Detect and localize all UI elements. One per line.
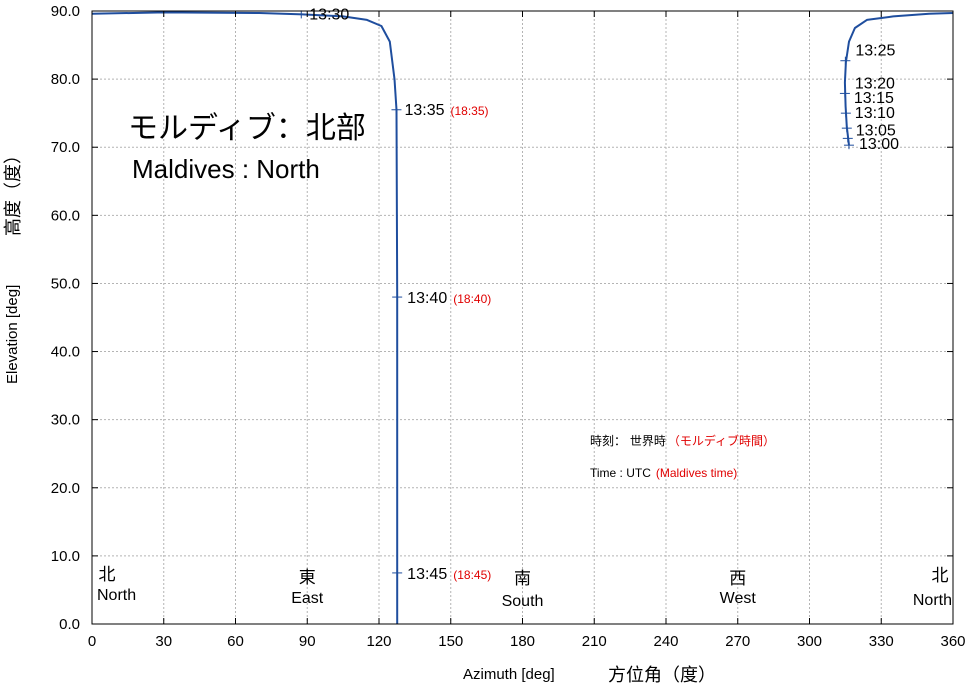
y-tick-label: 0.0 (59, 616, 80, 633)
direction-ja: 北 (99, 565, 116, 585)
legend-ja-local: （モルディブ時間） (668, 433, 775, 448)
time-local: (18:40) (453, 292, 491, 306)
y-axis-label-en: Elevation [deg] (4, 285, 21, 384)
direction-label: 南 South (502, 569, 544, 610)
time-marker-label: 13:40 (18:40) (407, 290, 491, 307)
time-utc: 13:15 (854, 90, 894, 107)
direction-en: West (720, 590, 757, 607)
time-utc: 13:30 (309, 6, 349, 23)
y-tick-label: 10.0 (51, 548, 80, 565)
time-utc: 13:10 (855, 105, 895, 122)
y-tick-label: 50.0 (51, 275, 80, 292)
x-tick-label: 330 (869, 633, 894, 650)
x-tick-label: 0 (88, 633, 96, 650)
time-marker-label: 13:20 (855, 75, 895, 92)
y-tick-label: 30.0 (51, 412, 80, 429)
time-utc: 13:00 (859, 136, 899, 153)
direction-label: 北 North (913, 566, 952, 609)
time-marker-label: 13:15 (854, 90, 894, 107)
time-marker-label: 13:05 (856, 122, 896, 139)
x-axis-label-ja: 方位角（度） (608, 665, 716, 686)
y-tick-label: 90.0 (51, 3, 80, 20)
legend-en: Time : UTC (Maldives time) (590, 466, 737, 480)
direction-ja: 北 (932, 566, 949, 586)
y-tick-label: 70.0 (51, 139, 80, 156)
legend-ja-prefix: 時刻： 世界時 (590, 434, 666, 448)
time-marker-label: 13:00 (859, 136, 899, 153)
x-tick-label: 90 (299, 633, 316, 650)
time-marker: 13:35 (18:35) (391, 102, 489, 119)
time-marker: 13:20 (839, 75, 895, 98)
trajectory-line (91, 11, 399, 624)
time-marker: 13:40 (18:40) (392, 290, 491, 307)
x-tick-label: 30 (155, 633, 172, 650)
time-marker-label: 13:25 (855, 43, 895, 60)
time-utc: 13:05 (856, 122, 896, 139)
legend-en-local: (Maldives time) (656, 466, 737, 480)
time-local: (18:35) (451, 104, 489, 118)
x-tick-label: 210 (582, 633, 607, 650)
grid (92, 11, 953, 624)
x-tick-label: 150 (438, 633, 463, 650)
x-tick-label: 180 (510, 633, 535, 650)
time-marker: 13:05 (842, 122, 896, 143)
x-tick-label: 270 (725, 633, 750, 650)
time-utc: 13:45 (407, 566, 447, 583)
chart-title-en: Maldives : North (132, 154, 320, 184)
legend-ja: 時刻： 世界時 （モルディブ時間） (590, 433, 775, 448)
time-marker-label: 13:10 (855, 105, 895, 122)
x-tick-label: 360 (940, 633, 965, 650)
time-local: (18:45) (453, 568, 491, 582)
y-axis-label-ja: 高度（度） (3, 146, 24, 236)
direction-ja: 西 (729, 569, 746, 589)
time-utc: 13:40 (407, 290, 447, 307)
direction-en: North (97, 587, 136, 604)
x-tick-label: 60 (227, 633, 244, 650)
time-marker: 13:00 (843, 136, 899, 153)
time-marker: 13:25 (840, 43, 896, 65)
direction-en: South (502, 593, 544, 610)
time-marker: 13:45 (18:45) (392, 566, 491, 583)
chart-title-ja: モルディブ：北部 (128, 111, 366, 146)
time-marker: 13:10 (841, 105, 895, 133)
x-tick-label: 120 (366, 633, 391, 650)
direction-ja: 南 (514, 569, 531, 589)
time-utc: 13:35 (404, 102, 444, 119)
time-legend: 時刻： 世界時 （モルディブ時間） Time : UTC (Maldives tim… (590, 433, 775, 480)
legend-en-prefix: Time : UTC (590, 466, 651, 480)
time-marker-label: 13:45 (18:45) (407, 566, 491, 583)
time-marker-label: 13:35 (18:35) (404, 102, 488, 119)
time-utc: 13:25 (855, 43, 895, 60)
time-utc: 13:20 (855, 75, 895, 92)
time-marker-label: 13:30 (309, 6, 349, 23)
y-tick-label: 80.0 (51, 71, 80, 88)
axis-ticks: 0 30 60 90 120 150 180 210 240 270 300 330 360 0.0 10.… (51, 3, 966, 650)
direction-label: 北 North (97, 565, 136, 604)
y-tick-label: 20.0 (51, 480, 80, 497)
time-marker: 13:15 (840, 90, 894, 118)
direction-ja: 東 (299, 568, 316, 588)
x-tick-label: 240 (653, 633, 678, 650)
x-axis-label-en: Azimuth [deg] (463, 666, 555, 683)
direction-label: 東 East (291, 568, 324, 607)
x-tick-label: 300 (797, 633, 822, 650)
y-tick-label: 40.0 (51, 344, 80, 361)
direction-en: North (913, 592, 952, 609)
y-tick-label: 60.0 (51, 207, 80, 224)
direction-en: East (291, 590, 324, 607)
